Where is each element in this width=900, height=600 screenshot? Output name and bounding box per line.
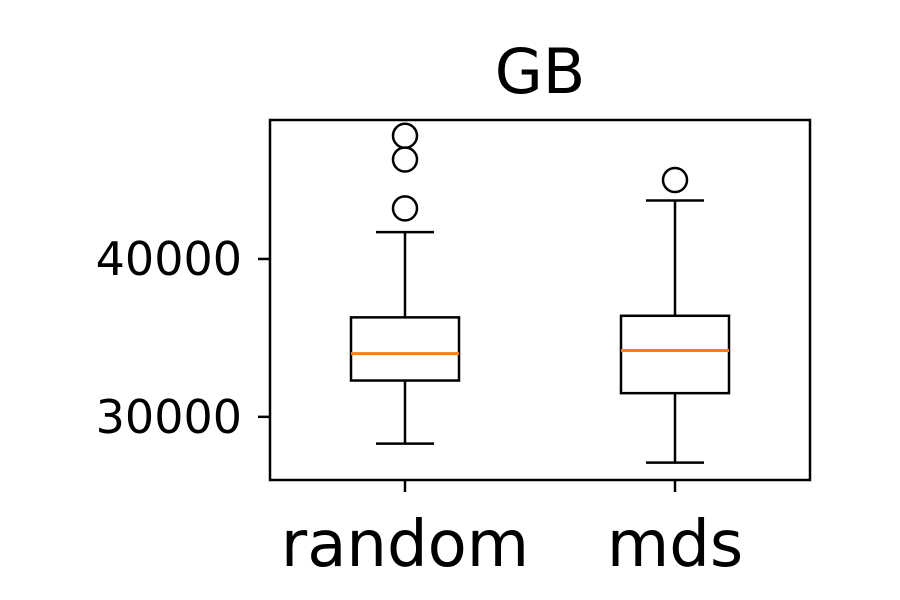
axes: random mds 30000 40000 [96,232,744,582]
x-tick-label: mds [607,508,743,582]
y-tick-label: 30000 [96,390,242,444]
iqr-box [349,316,461,382]
plot-frame [268,118,812,482]
plot-marks [349,122,731,464]
chart-title: GB [495,35,586,108]
iqr-box [619,314,731,395]
x-tick-label: random [281,508,529,582]
outlier-point [661,166,689,194]
outlier-point [391,195,419,222]
box-group-random [349,122,461,445]
outlier-point [391,122,419,150]
box-group-mds [619,166,731,464]
y-tick-label: 40000 [96,232,242,286]
